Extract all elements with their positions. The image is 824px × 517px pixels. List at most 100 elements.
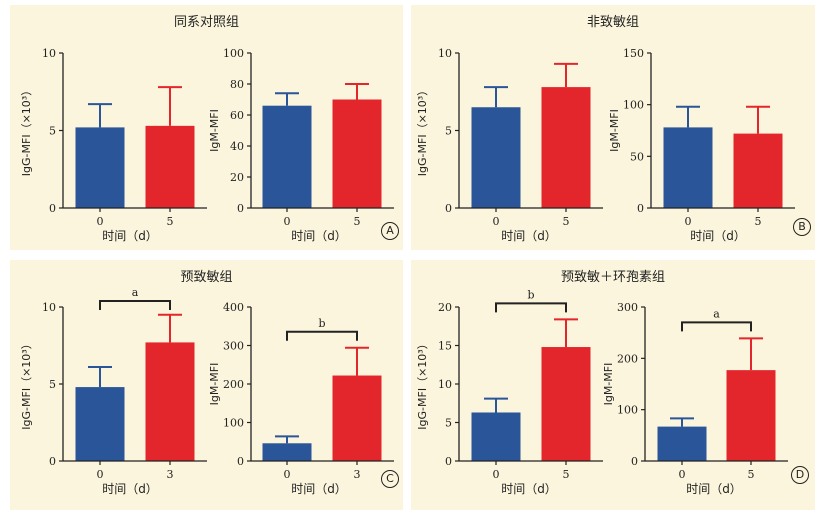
- significance-label: b: [318, 317, 325, 330]
- y-tick-label: 100: [223, 47, 244, 60]
- y-tick-label: 0: [445, 455, 452, 468]
- bar: [733, 133, 783, 208]
- bar: [663, 127, 713, 208]
- y-axis-label: IgM-MFI: [608, 109, 621, 152]
- bar: [262, 443, 312, 461]
- y-tick-label: 50: [630, 150, 644, 163]
- x-axis-label: 时间（d）: [501, 229, 557, 243]
- x-axis-label: 时间（d）: [102, 482, 158, 496]
- y-tick-label: 100: [223, 417, 244, 430]
- x-tick-label: 3: [167, 468, 174, 481]
- x-tick-label: 3: [354, 468, 361, 481]
- x-axis-label: 时间（d）: [291, 229, 347, 243]
- x-tick-label: 5: [354, 215, 361, 228]
- y-tick-label: 0: [49, 202, 56, 215]
- significance-bracket: [681, 321, 752, 332]
- y-tick-label: 20: [438, 301, 452, 314]
- chart-c-igg: 0 5 10 0 3 时间（d） IgG-MFI（×10³） a: [20, 286, 207, 496]
- x-tick-label: 0: [685, 215, 692, 228]
- y-tick-label: 0: [237, 202, 244, 215]
- y-tick-label: 10: [438, 47, 452, 60]
- chart-c-igm: 0 100 200 300 400 0 3 时间（d） IgM-MFI b: [208, 301, 394, 496]
- significance-bracket: [99, 300, 171, 310]
- panel-title: 同系对照组: [173, 15, 239, 30]
- y-tick-label: 300: [617, 301, 638, 314]
- x-tick-label: 0: [493, 215, 500, 228]
- bar: [75, 387, 125, 461]
- y-axis-label: IgG-MFI（×10³）: [20, 338, 33, 429]
- x-tick-label: 0: [493, 468, 500, 481]
- x-axis-label: 时间（d）: [690, 229, 746, 243]
- x-tick-label: 5: [167, 215, 174, 228]
- bar: [541, 87, 591, 208]
- y-tick-label: 80: [230, 78, 244, 91]
- y-tick-label: 40: [230, 140, 244, 153]
- y-tick-label: 10: [438, 378, 452, 391]
- y-tick-label: 100: [623, 99, 644, 112]
- y-axis-label: IgG-MFI（×10³）: [416, 85, 429, 176]
- bar: [332, 375, 382, 461]
- chart-d-igg: 0 5 10 15 20 0 5 时间（d） IgG-MFI（×10³） b: [416, 288, 603, 496]
- y-tick-label: 10: [42, 301, 56, 314]
- y-tick-label: 150: [623, 47, 644, 60]
- significance-label: a: [132, 286, 139, 299]
- y-tick-label: 300: [223, 340, 244, 353]
- y-axis-label: IgM-MFI: [208, 109, 221, 152]
- panel-title: 预致敏组: [180, 270, 233, 285]
- bar: [657, 426, 707, 461]
- y-tick-label: 60: [230, 109, 244, 122]
- y-tick-label: 200: [223, 378, 244, 391]
- bar: [471, 412, 521, 461]
- panel-title: 预致敏＋环孢素组: [560, 270, 665, 285]
- bar: [726, 370, 776, 461]
- chart-a-igm: 0 20 40 60 80 100 0 5 时间（d） IgM-MFI: [208, 47, 394, 243]
- y-tick-label: 0: [637, 202, 644, 215]
- significance-bracket: [286, 330, 358, 341]
- y-tick-label: 100: [617, 404, 638, 417]
- bar: [471, 107, 521, 208]
- panel-label: D: [791, 466, 809, 484]
- x-axis-label: 时间（d）: [291, 482, 347, 496]
- panel-label: B: [793, 218, 811, 236]
- significance-label: b: [527, 288, 534, 301]
- bar: [262, 105, 312, 208]
- x-axis-label: 时间（d）: [501, 482, 557, 496]
- x-tick-label: 0: [679, 468, 686, 481]
- x-tick-label: 0: [97, 468, 104, 481]
- y-tick-label: 10: [42, 47, 56, 60]
- significance-label: a: [713, 307, 720, 320]
- y-tick-label: 5: [445, 125, 452, 138]
- y-tick-label: 0: [631, 455, 638, 468]
- chart-a-igg: 0 5 10 0 5 时间（d） IgG-MFI（×10³）: [20, 47, 207, 243]
- y-axis-label: IgG-MFI（×10³）: [20, 85, 33, 176]
- y-tick-label: 0: [237, 455, 244, 468]
- chart-b-igg: 0 5 10 0 5 时间（d） IgG-MFI（×10³）: [416, 47, 603, 243]
- y-tick-label: 5: [445, 417, 452, 430]
- y-tick-label: 5: [49, 125, 56, 138]
- y-axis-label: IgG-MFI（×10³）: [416, 338, 429, 429]
- bar: [75, 127, 125, 208]
- x-tick-label: 5: [563, 468, 570, 481]
- x-tick-label: 0: [284, 215, 291, 228]
- x-axis-label: 时间（d）: [686, 482, 742, 496]
- y-tick-label: 400: [223, 301, 244, 314]
- bar: [332, 99, 382, 208]
- y-tick-label: 15: [438, 340, 452, 353]
- x-tick-label: 5: [755, 215, 762, 228]
- chart-d-igm: 0 100 200 300 0 5 时间（d） IgM-MFI a: [602, 301, 788, 496]
- x-tick-label: 0: [284, 468, 291, 481]
- bar: [541, 347, 591, 461]
- x-tick-label: 0: [97, 215, 104, 228]
- panel-title: 非致敏组: [586, 15, 639, 30]
- panel-label: A: [381, 222, 399, 240]
- y-tick-label: 0: [49, 455, 56, 468]
- bar: [145, 342, 195, 461]
- chart-b-igm: 0 50 100 150 0 5 时间（d） IgM-MFI: [608, 47, 795, 243]
- y-tick-label: 200: [617, 352, 638, 365]
- significance-bracket: [495, 302, 567, 313]
- bar: [145, 125, 195, 208]
- x-tick-label: 5: [748, 468, 755, 481]
- y-axis-label: IgM-MFI: [602, 363, 615, 406]
- x-axis-label: 时间（d）: [102, 229, 158, 243]
